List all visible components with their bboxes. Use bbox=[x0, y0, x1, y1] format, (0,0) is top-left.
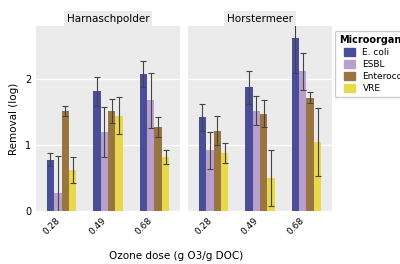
Bar bbox=[260, 114, 268, 211]
Bar bbox=[54, 193, 62, 211]
Bar bbox=[108, 111, 116, 211]
Legend: E. coli, ESBL, Enterococci, VRE: E. coli, ESBL, Enterococci, VRE bbox=[334, 31, 400, 97]
Bar bbox=[314, 142, 321, 211]
Bar bbox=[154, 127, 162, 211]
Bar bbox=[199, 117, 206, 211]
Bar bbox=[147, 100, 154, 211]
Bar bbox=[214, 131, 221, 211]
Bar bbox=[162, 157, 169, 211]
Y-axis label: Removal (log): Removal (log) bbox=[9, 83, 19, 155]
Bar bbox=[221, 153, 228, 211]
Bar bbox=[100, 132, 108, 211]
Title: Horstermeer: Horstermeer bbox=[227, 14, 293, 24]
Bar bbox=[299, 71, 306, 211]
Bar bbox=[116, 116, 123, 211]
Bar bbox=[140, 74, 147, 211]
Bar bbox=[69, 170, 76, 211]
Bar bbox=[62, 111, 69, 211]
Bar bbox=[93, 91, 100, 211]
Text: Ozone dose (g O3/g DOC): Ozone dose (g O3/g DOC) bbox=[109, 251, 243, 261]
Bar bbox=[252, 111, 260, 211]
Bar bbox=[206, 150, 214, 211]
Bar bbox=[245, 87, 252, 211]
Bar bbox=[47, 160, 54, 211]
Bar bbox=[292, 38, 299, 211]
Bar bbox=[268, 178, 275, 211]
Bar bbox=[306, 98, 314, 211]
Title: Harnaschpolder: Harnaschpolder bbox=[67, 14, 149, 24]
